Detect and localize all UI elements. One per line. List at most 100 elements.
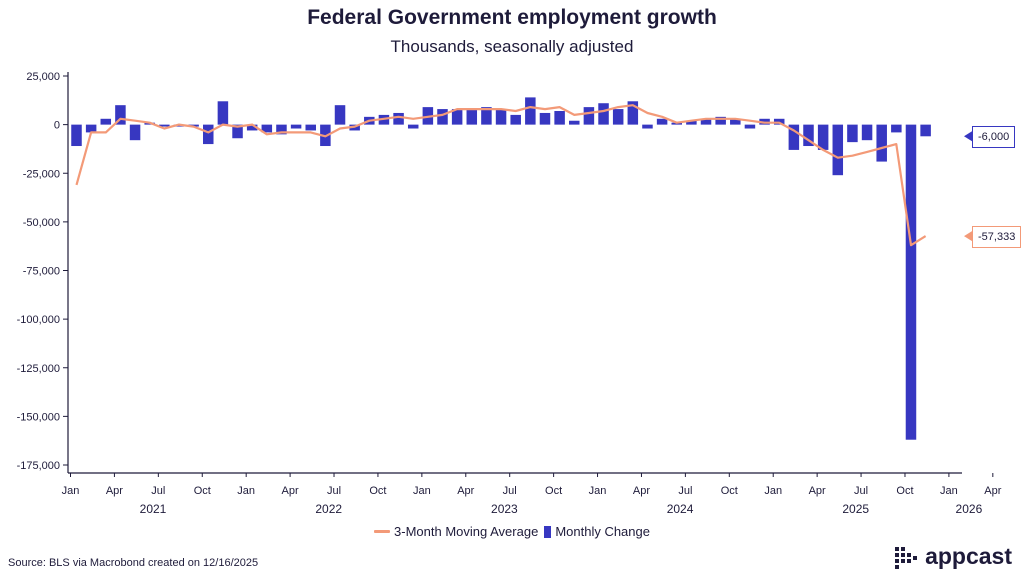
bar-monthly-change <box>803 124 814 147</box>
source-note: Source: BLS via Macrobond created on 12/… <box>8 557 259 569</box>
bar-monthly-change <box>451 109 463 125</box>
bar-monthly-change <box>876 124 887 162</box>
bar-monthly-change <box>276 124 287 135</box>
appcast-logo-icon <box>895 546 918 569</box>
x-year-label: 2024 <box>667 502 694 516</box>
legend-line-swatch <box>374 530 391 533</box>
x-tick-label: Oct <box>194 485 211 497</box>
bar-monthly-change <box>598 103 609 125</box>
appcast-logo: appcast <box>895 543 1012 570</box>
y-tick-label: 0 <box>54 120 60 132</box>
x-year-label: 2023 <box>491 502 518 516</box>
y-tick-label: 25,000 <box>26 71 60 83</box>
bar-monthly-change <box>891 124 902 133</box>
bar-monthly-change <box>539 112 551 125</box>
x-year-label: 2025 <box>842 502 869 516</box>
legend-item-moving-average: 3-Month Moving Average <box>374 524 538 539</box>
bar-monthly-change <box>832 124 844 176</box>
x-tick-label: Jan <box>62 485 80 497</box>
x-tick-label: Apr <box>984 485 1001 497</box>
bar-monthly-change <box>85 124 97 133</box>
bar-monthly-change <box>437 109 448 125</box>
x-tick-label: Apr <box>282 485 299 497</box>
bar-monthly-change <box>847 124 858 143</box>
x-tick-label: Jan <box>413 485 431 497</box>
x-tick-label: Apr <box>633 485 650 497</box>
y-tick-label: -125,000 <box>17 363 60 375</box>
bar-monthly-change <box>730 118 741 125</box>
bar-monthly-change <box>495 109 507 125</box>
legend-bar-swatch <box>544 525 552 538</box>
bar-monthly-change <box>715 116 726 125</box>
x-tick-label: Jan <box>589 485 607 497</box>
bar-monthly-change <box>100 118 112 125</box>
bar-monthly-change <box>788 124 800 150</box>
y-tick-label: -175,000 <box>17 460 60 472</box>
bar-last-value-callout: -6,000 <box>972 126 1016 149</box>
x-tick-label: Jan <box>237 485 255 497</box>
x-tick-label: Jul <box>678 485 692 497</box>
bar-monthly-change <box>115 105 126 125</box>
bar-monthly-change <box>920 124 931 137</box>
bar-monthly-change <box>246 124 258 131</box>
x-year-label: 2021 <box>140 502 167 516</box>
x-tick-label: Apr <box>106 485 123 497</box>
bar-monthly-change <box>71 124 82 147</box>
bar-monthly-change <box>510 114 521 125</box>
bar-monthly-change <box>905 124 917 440</box>
chart-title: Federal Government employment growth <box>307 6 717 29</box>
bar-monthly-change <box>569 120 580 125</box>
bar-monthly-change <box>129 124 141 141</box>
bar-monthly-change <box>334 105 346 125</box>
legend-label-monthly-change: Monthly Change <box>555 524 650 539</box>
bar-monthly-change <box>642 124 653 129</box>
bar-callout-pointer <box>964 131 972 142</box>
y-tick-label: -150,000 <box>17 411 60 423</box>
bar-monthly-change <box>686 120 697 125</box>
bar-monthly-change <box>203 124 214 145</box>
bar-monthly-change <box>481 107 492 125</box>
bar-monthly-change <box>861 124 873 141</box>
x-year-label: 2022 <box>315 502 342 516</box>
bar-monthly-change <box>290 124 302 129</box>
bar-monthly-change <box>217 101 229 125</box>
appcast-logo-text: appcast <box>925 543 1012 569</box>
bar-monthly-change <box>700 118 712 125</box>
x-tick-label: Oct <box>545 485 562 497</box>
x-tick-label: Oct <box>369 485 386 497</box>
x-tick-label: Oct <box>721 485 738 497</box>
bar-monthly-change <box>261 124 273 133</box>
bar-monthly-change <box>612 109 624 125</box>
bar-monthly-change <box>525 97 536 125</box>
chart-subtitle: Thousands, seasonally adjusted <box>390 37 634 56</box>
x-tick-label: Oct <box>896 485 913 497</box>
x-tick-label: Jul <box>854 485 868 497</box>
bar-monthly-change <box>407 124 419 129</box>
x-tick-label: Jul <box>151 485 165 497</box>
bar-monthly-change <box>627 101 639 125</box>
bar-monthly-change <box>232 124 243 139</box>
line-moving-average <box>75 104 927 247</box>
x-tick-label: Apr <box>457 485 474 497</box>
line-last-value-callout: -57,333 <box>972 226 1022 249</box>
x-tick-label: Jul <box>327 485 341 497</box>
x-year-label: 2026 <box>956 502 983 516</box>
y-tick-label: -25,000 <box>23 168 60 180</box>
bar-monthly-change <box>159 124 170 127</box>
y-tick-label: -50,000 <box>23 217 60 229</box>
y-tick-label: -75,000 <box>23 266 60 278</box>
y-tick-label: -100,000 <box>17 314 60 326</box>
bar-monthly-change <box>583 107 595 125</box>
legend-label-moving-average: 3-Month Moving Average <box>394 524 539 539</box>
bar-monthly-change <box>817 124 829 150</box>
line-callout-pointer <box>964 231 972 242</box>
x-tick-label: Jan <box>764 485 782 497</box>
bar-monthly-change <box>744 124 756 129</box>
x-tick-label: Jul <box>503 485 517 497</box>
x-tick-label: Jan <box>940 485 958 497</box>
bar-monthly-change <box>466 109 478 125</box>
x-tick-label: Apr <box>809 485 826 497</box>
bar-monthly-change <box>393 112 404 125</box>
chart-legend: 3-Month Moving Average Monthly Change <box>0 524 1024 539</box>
